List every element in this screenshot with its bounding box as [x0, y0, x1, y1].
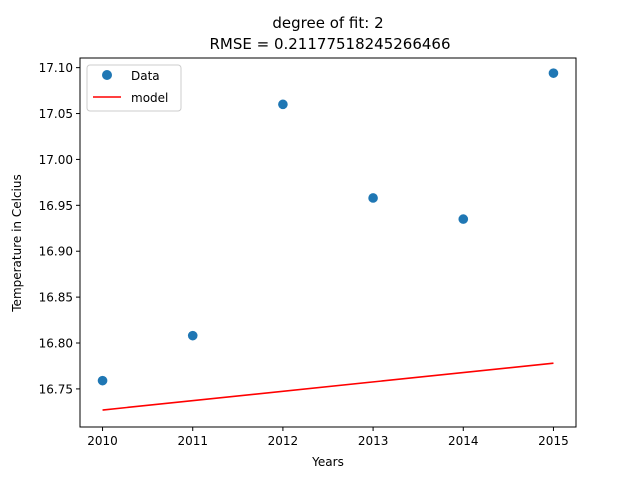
y-axis: 16.75 16.80 16.85 16.90 16.95 17.00 17.05 17.10 — [39, 61, 80, 396]
legend-label-data: Data — [131, 69, 160, 83]
x-tick-label: 2012 — [268, 434, 299, 448]
x-tick-label: 2014 — [448, 434, 479, 448]
y-axis-label: Temperature in Celcius — [10, 174, 24, 312]
x-tick-label: 2015 — [538, 434, 569, 448]
legend-marker-data — [102, 70, 112, 80]
model-line — [102, 362, 554, 411]
y-tick-label: 16.95 — [39, 199, 73, 213]
legend-label-model: model — [131, 91, 168, 105]
data-point — [97, 375, 108, 386]
data-point — [548, 68, 559, 78]
data-point — [368, 193, 378, 203]
plot-area — [97, 68, 559, 411]
axes-frame — [79, 57, 577, 428]
y-tick-label: 16.75 — [39, 382, 73, 396]
x-tick-label: 2011 — [177, 434, 208, 448]
data-point — [187, 330, 198, 341]
chart-title: degree of fit: 2 — [272, 14, 383, 32]
chart-subtitle: RMSE = 0.21177518245266466 — [209, 35, 450, 53]
y-tick-label: 17.00 — [39, 153, 73, 167]
y-tick-label: 16.85 — [39, 291, 73, 305]
x-tick-label: 2013 — [358, 434, 389, 448]
data-point — [278, 99, 288, 110]
x-tick-label: 2010 — [87, 434, 118, 448]
x-axis: 2010 2011 2012 2013 2014 2015 — [87, 427, 569, 448]
y-tick-label: 16.80 — [39, 337, 73, 351]
y-tick-label: 17.05 — [39, 107, 73, 121]
y-tick-label: 16.90 — [39, 245, 73, 259]
x-axis-label: Years — [311, 455, 344, 469]
legend: Data model — [86, 64, 182, 112]
y-tick-label: 17.10 — [39, 61, 73, 75]
data-point — [458, 214, 469, 224]
